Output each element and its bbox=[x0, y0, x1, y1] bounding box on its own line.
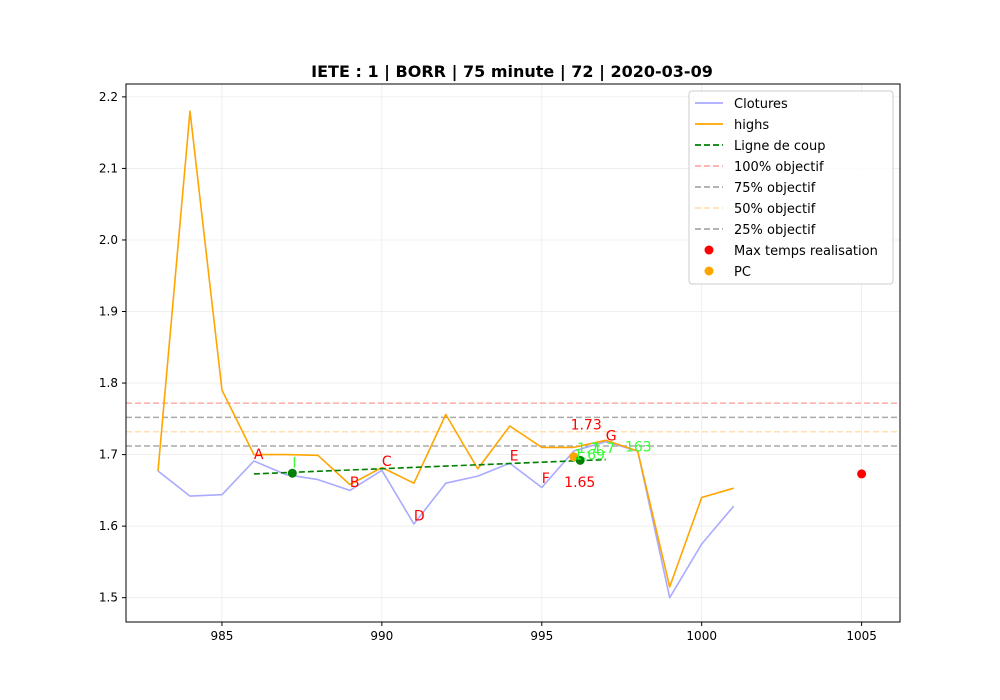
data-point bbox=[287, 468, 297, 478]
series-lines bbox=[157, 110, 735, 599]
legend: Clotures highs Ligne de coup 100% objectif 7… bbox=[688, 90, 894, 285]
legend-label: 25% objectif bbox=[734, 223, 816, 238]
legend-label: Max temps realisation bbox=[734, 244, 878, 259]
y-tick-label: 2.1 bbox=[99, 161, 118, 175]
axes: 985 990 995 1000 1005 1.5 1.6 1.7 1.8 1.9 2.0 2.1 2.… bbox=[99, 90, 877, 643]
plot-frame bbox=[125, 83, 901, 623]
data-point bbox=[857, 469, 867, 479]
chart-title: IETE : 1 | BORR | 75 minute | 72 | 2020-… bbox=[311, 62, 713, 82]
annotation-label: 1.65 bbox=[564, 475, 595, 491]
y-tick-label: 2.0 bbox=[99, 233, 118, 247]
x-tick-label: 990 bbox=[370, 629, 393, 643]
marker-points bbox=[287, 452, 867, 479]
y-tick-label: 1.9 bbox=[99, 305, 118, 319]
y-tick-label: 1.5 bbox=[99, 591, 118, 605]
annotation-label: 1.7 bbox=[593, 441, 615, 457]
y-tick-label: 1.8 bbox=[99, 376, 118, 390]
legend-marker bbox=[704, 266, 714, 276]
series-line bbox=[157, 440, 735, 599]
legend-label: highs bbox=[734, 118, 769, 133]
objective-lines bbox=[126, 402, 900, 447]
annotation-label: G bbox=[606, 428, 617, 444]
x-tick-label: 995 bbox=[530, 629, 553, 643]
annotation-label: E bbox=[510, 448, 519, 464]
annotation-label: D bbox=[414, 508, 425, 524]
annotation-label: I bbox=[292, 455, 296, 471]
legend-label: 50% objectif bbox=[734, 202, 816, 217]
annotation-label: 1.73 bbox=[571, 418, 602, 434]
y-tick-label: 1.6 bbox=[99, 519, 118, 533]
annotation-label: C bbox=[382, 454, 392, 470]
data-point bbox=[575, 455, 585, 465]
annotation-label: 1.7 bbox=[577, 441, 599, 457]
legend-label: PC bbox=[734, 265, 751, 280]
series-line bbox=[253, 458, 606, 475]
annotations: A B C D E F G1.73 1.65 1.691.71.7 163 I bbox=[254, 418, 652, 525]
y-tick-label: 2.2 bbox=[99, 90, 118, 104]
x-tick-label: 1000 bbox=[686, 629, 717, 643]
x-tick-label: 985 bbox=[210, 629, 233, 643]
series-line bbox=[157, 110, 734, 588]
annotation-label: B bbox=[350, 475, 360, 491]
annotation-label: 1.69 bbox=[574, 448, 605, 464]
legend-label: 75% objectif bbox=[734, 181, 816, 196]
legend-label: Ligne de coup bbox=[734, 139, 825, 154]
legend-marker bbox=[704, 245, 714, 255]
x-tick-label: 1005 bbox=[846, 629, 877, 643]
legend-label: 100% objectif bbox=[734, 160, 824, 175]
annotation-label: A bbox=[254, 447, 264, 463]
y-tick-label: 1.7 bbox=[99, 448, 118, 462]
legend-label: Clotures bbox=[734, 97, 788, 112]
annotation-label: 163 bbox=[625, 440, 652, 456]
legend-box bbox=[688, 90, 894, 285]
annotation-label: F bbox=[542, 471, 550, 487]
